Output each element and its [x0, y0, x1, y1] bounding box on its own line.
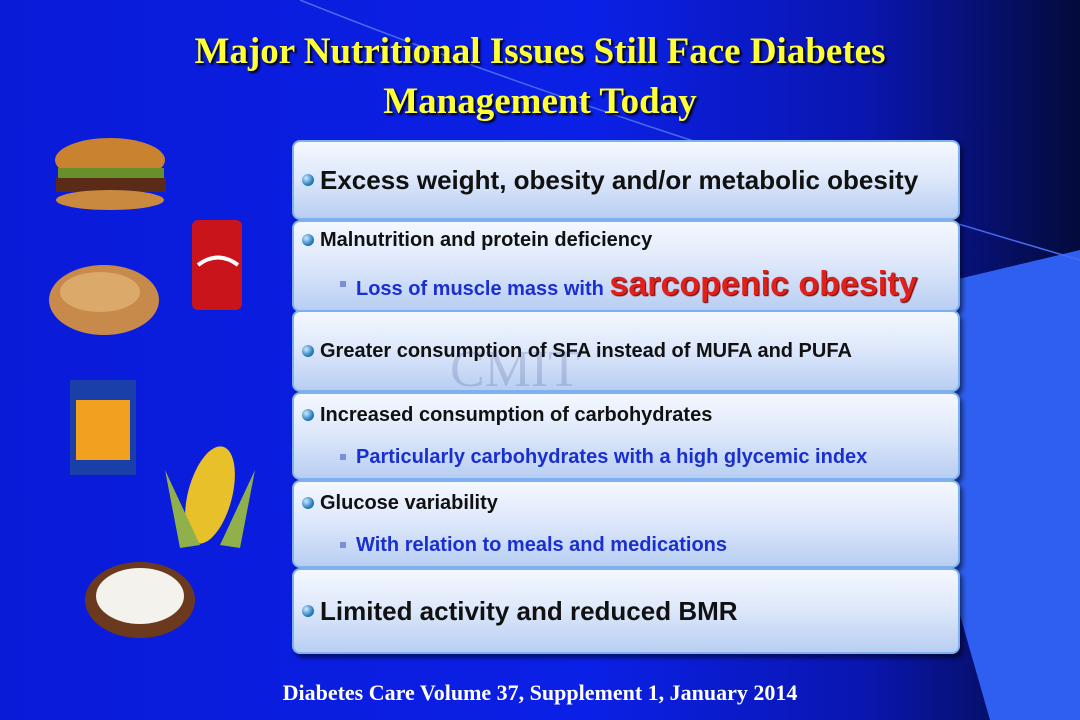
- item-box: Glucose variability With relation to meal…: [292, 480, 960, 568]
- can: [192, 220, 242, 310]
- item-box: Limited activity and reduced BMR: [292, 568, 960, 654]
- item-text: Greater consumption of SFA instead of MU…: [302, 340, 958, 363]
- item-text: Increased consumption of carbohydrates: [302, 404, 958, 427]
- box: [70, 380, 136, 475]
- subitem-text: Loss of muscle mass with: [356, 277, 610, 300]
- item-box: Malnutrition and protein deficiency Loss …: [292, 220, 960, 312]
- burger: [55, 138, 166, 210]
- subitem: Particularly carbohydrates with a high g…: [340, 445, 958, 469]
- title-line: Major Nutritional Issues Still Face Diab…: [194, 31, 886, 72]
- subitem-text: With relation to meals and medications: [356, 533, 727, 556]
- item-box: Excess weight, obesity and/or metabolic …: [292, 140, 960, 220]
- bread: [49, 265, 159, 335]
- rice: [85, 562, 195, 638]
- corn: [165, 446, 255, 548]
- item-text: Malnutrition and protein deficiency: [302, 229, 958, 252]
- item-text: Excess weight, obesity and/or metabolic …: [302, 165, 958, 196]
- item-text: Limited activity and reduced BMR: [302, 596, 958, 627]
- watermark: CMIT: [450, 341, 580, 398]
- subitem: With relation to meals and medications: [340, 533, 958, 557]
- citation: Diabetes Care Volume 37, Supplement 1, J…: [282, 680, 798, 705]
- subitem-text: Particularly carbohydrates with a high g…: [356, 445, 868, 468]
- item-box: Greater consumption of SFA instead of MU…: [292, 310, 960, 392]
- title-line: Management Today: [383, 81, 697, 122]
- subitem: Loss of muscle mass with sarcopenic obes…: [340, 264, 958, 304]
- subitem-emphasis: sarcopenic obesity: [609, 264, 918, 303]
- item-box: Increased consumption of carbohydrates Pa…: [292, 392, 960, 480]
- item-text: Glucose variability: [302, 492, 958, 515]
